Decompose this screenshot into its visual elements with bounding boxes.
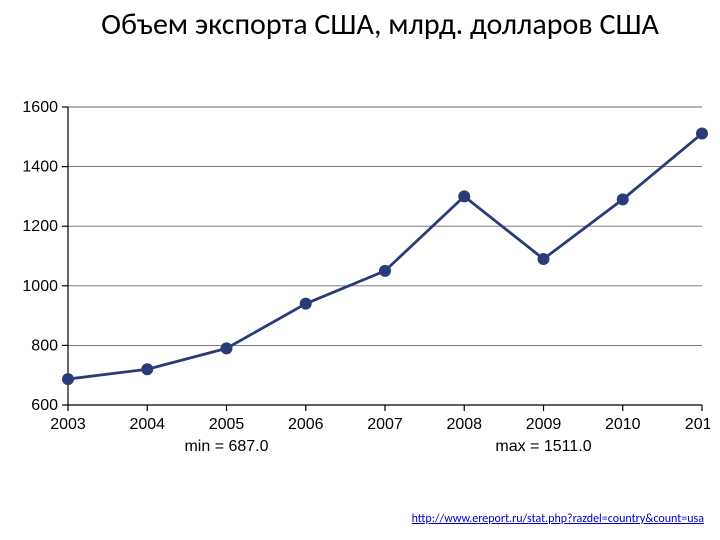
slide: Объем экспорта США, млрд. долларов США 6… bbox=[0, 0, 720, 540]
x-tick-label: 2011 bbox=[685, 416, 710, 433]
y-tick-label: 1000 bbox=[22, 278, 58, 295]
x-tick-label: 2009 bbox=[526, 416, 562, 433]
x-tick-label: 2007 bbox=[367, 416, 403, 433]
data-marker bbox=[617, 193, 629, 205]
x-tick-label: 2003 bbox=[50, 416, 86, 433]
x-tick-label: 2004 bbox=[129, 416, 165, 433]
data-marker bbox=[538, 253, 550, 265]
data-marker bbox=[62, 373, 74, 385]
x-tick-label: 2008 bbox=[446, 416, 482, 433]
data-marker bbox=[221, 342, 233, 354]
min-caption: min = 687.0 bbox=[184, 438, 268, 455]
chart-title: Объем экспорта США, млрд. долларов США bbox=[60, 8, 700, 43]
data-marker bbox=[458, 190, 470, 202]
y-tick-label: 800 bbox=[31, 337, 58, 354]
y-tick-label: 1400 bbox=[22, 159, 58, 176]
y-tick-label: 1200 bbox=[22, 218, 58, 235]
x-tick-label: 2010 bbox=[605, 416, 641, 433]
x-tick-label: 2005 bbox=[209, 416, 245, 433]
max-caption: max = 1511.0 bbox=[495, 438, 591, 455]
x-tick-label: 2006 bbox=[288, 416, 324, 433]
data-marker bbox=[141, 363, 153, 375]
export-chart: 600 800 1000 1200 1400 1600 2003 2004 2005 2006 20… bbox=[10, 95, 710, 475]
data-marker bbox=[696, 128, 708, 140]
y-tick-label: 1600 bbox=[22, 99, 58, 116]
data-marker bbox=[379, 265, 391, 277]
y-tick-label: 600 bbox=[31, 397, 58, 414]
data-marker bbox=[300, 298, 312, 310]
source-link[interactable]: http://www.ereport.ru/stat.php?razdel=co… bbox=[412, 512, 704, 526]
